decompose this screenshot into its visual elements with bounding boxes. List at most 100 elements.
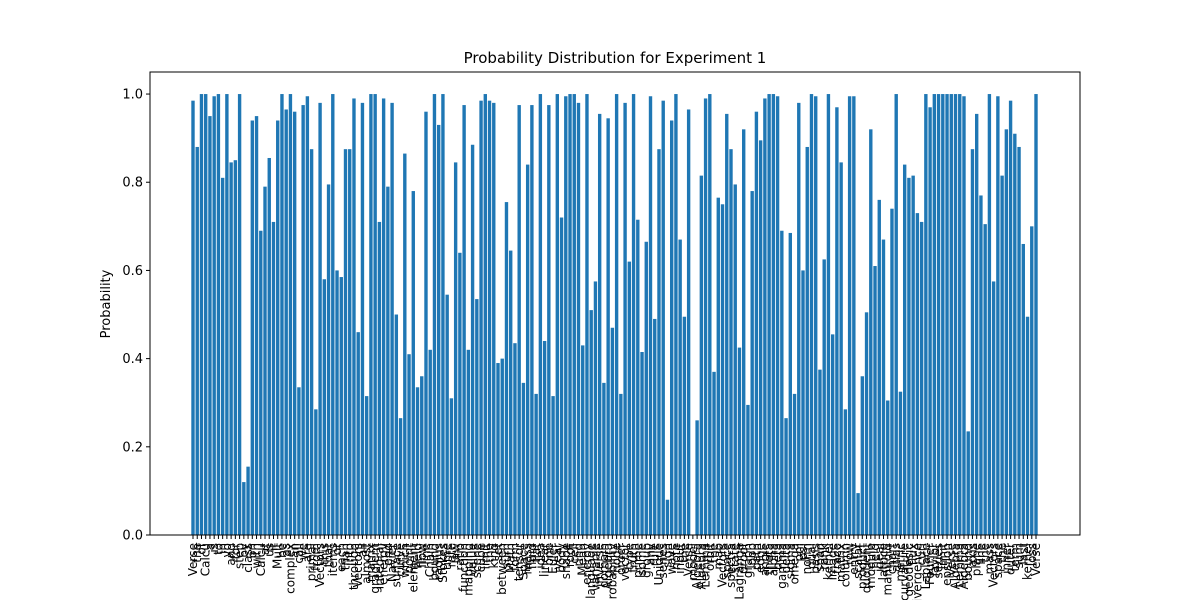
bar xyxy=(288,94,293,536)
x-tick-label: yo xyxy=(220,543,234,557)
x-tick-label: the xyxy=(483,543,497,563)
bar xyxy=(432,94,437,536)
bar xyxy=(216,94,221,536)
x-tick-label: plane xyxy=(970,543,984,576)
bar xyxy=(263,186,267,535)
x-tick-label: product xyxy=(855,543,869,589)
bar xyxy=(699,175,704,535)
bar xyxy=(839,162,843,535)
x-tick-label: energy xyxy=(580,543,594,585)
bar xyxy=(818,369,822,535)
x-tick-label: node xyxy=(610,543,624,573)
chart-title: Probability Distribution for Experiment … xyxy=(464,49,767,67)
y-tick-label: 0.6 xyxy=(122,264,143,279)
x-tick-label: ratio xyxy=(453,543,467,571)
bar xyxy=(254,116,259,535)
x-tick-label: geodesic xyxy=(902,543,916,597)
bar xyxy=(424,111,428,535)
x-tick-label: loop xyxy=(745,543,759,569)
bar xyxy=(445,294,449,535)
bar xyxy=(924,94,928,536)
bar xyxy=(542,340,547,535)
bar xyxy=(381,98,386,535)
x-tick-label: proof xyxy=(737,542,751,574)
bar xyxy=(420,376,424,535)
x-tick-label: surface xyxy=(389,543,403,587)
x-tick-label: chart xyxy=(885,543,899,574)
x-tick-label: input xyxy=(673,543,687,574)
bar xyxy=(996,96,1000,535)
x-tick-label: element xyxy=(406,543,420,593)
bar xyxy=(348,149,352,535)
bar xyxy=(644,241,648,535)
bar xyxy=(614,94,619,536)
bar xyxy=(945,94,949,536)
bar xyxy=(470,144,475,535)
x-tick-label: Verse xyxy=(944,543,958,576)
bar xyxy=(403,153,407,536)
bar xyxy=(1025,316,1030,535)
x-tick-label: beta xyxy=(771,543,785,570)
x-tick-label: Vectors xyxy=(716,543,730,588)
x-tick-label: wave xyxy=(665,543,679,575)
x-tick-label: Laplace xyxy=(919,543,933,589)
bar xyxy=(936,94,941,536)
bar xyxy=(907,177,911,536)
bar xyxy=(229,162,233,535)
x-tick-label: form xyxy=(508,543,522,571)
bar xyxy=(898,391,903,535)
bar xyxy=(339,277,343,535)
x-tick-label: energy xyxy=(377,543,391,585)
x-tick-label: language xyxy=(584,543,598,599)
x-tick-label: one xyxy=(542,543,556,565)
x-tick-label: each xyxy=(334,543,348,572)
bar xyxy=(886,400,890,535)
bar xyxy=(686,109,691,535)
bar xyxy=(576,102,581,535)
x-tick-label: Calcu xyxy=(199,543,213,576)
x-tick-label: cell xyxy=(567,543,581,564)
bar xyxy=(458,252,462,536)
x-tick-label: bound xyxy=(961,543,975,581)
x-tick-label: truth xyxy=(627,543,641,573)
x-tick-label: linear xyxy=(538,543,552,577)
x-tick-label: Taylor xyxy=(927,543,941,579)
bar xyxy=(602,382,606,535)
x-tick-label: body xyxy=(555,543,569,573)
bar xyxy=(775,96,780,535)
x-tick-label: space xyxy=(991,543,1005,578)
bar xyxy=(309,149,314,535)
x-tick-label: to xyxy=(211,543,225,555)
bar xyxy=(530,105,534,536)
bar xyxy=(398,418,403,535)
x-tick-label: term xyxy=(1008,543,1022,572)
bar xyxy=(953,94,958,536)
x-tick-label: almost xyxy=(360,543,374,584)
bar xyxy=(869,129,873,536)
x-tick-label: are xyxy=(300,543,314,562)
bar xyxy=(326,184,331,535)
x-tick-label: kernel xyxy=(821,543,835,580)
bar xyxy=(725,113,729,535)
bar xyxy=(712,371,716,535)
bar xyxy=(318,102,322,535)
bar xyxy=(928,107,932,536)
x-tick-label: in xyxy=(216,543,230,554)
x-tick-label: axis xyxy=(965,543,979,567)
bar xyxy=(674,94,678,536)
bar xyxy=(657,149,661,535)
x-tick-label: psi xyxy=(796,543,810,560)
bar xyxy=(589,310,593,535)
bar xyxy=(267,157,271,535)
x-tick-label: outer xyxy=(1004,543,1018,575)
x-tick-label: group xyxy=(639,543,653,578)
bar xyxy=(958,94,962,536)
bar xyxy=(919,221,924,535)
x-tick-label: time xyxy=(440,543,454,570)
bar xyxy=(585,94,589,536)
x-tick-label: inverse xyxy=(593,543,607,587)
bar xyxy=(356,332,360,535)
bar xyxy=(767,94,771,536)
bar xyxy=(233,160,238,535)
x-tick-label: any xyxy=(644,543,658,565)
